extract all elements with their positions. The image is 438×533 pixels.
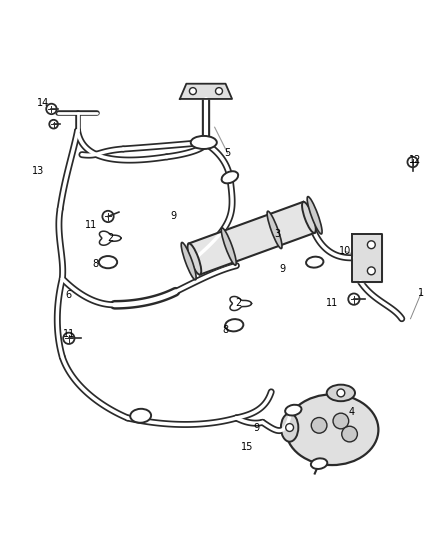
- Text: 4: 4: [349, 407, 355, 417]
- Circle shape: [348, 294, 360, 305]
- Text: 2: 2: [236, 298, 242, 309]
- Ellipse shape: [281, 414, 298, 442]
- Ellipse shape: [221, 228, 236, 265]
- Circle shape: [333, 413, 349, 429]
- Circle shape: [311, 417, 327, 433]
- Circle shape: [342, 426, 357, 442]
- Ellipse shape: [311, 458, 327, 469]
- Ellipse shape: [267, 211, 282, 248]
- Text: 2: 2: [107, 233, 113, 243]
- Ellipse shape: [307, 197, 322, 234]
- Text: 6: 6: [66, 290, 72, 300]
- Ellipse shape: [286, 394, 378, 465]
- Ellipse shape: [285, 405, 301, 416]
- Circle shape: [189, 87, 196, 94]
- Ellipse shape: [130, 409, 151, 423]
- Ellipse shape: [222, 171, 238, 183]
- Ellipse shape: [191, 136, 217, 149]
- Ellipse shape: [306, 257, 323, 268]
- Ellipse shape: [181, 243, 196, 280]
- Text: 3: 3: [275, 229, 281, 239]
- Circle shape: [215, 87, 223, 94]
- Polygon shape: [352, 234, 382, 282]
- Circle shape: [407, 157, 418, 167]
- Ellipse shape: [225, 319, 244, 332]
- Polygon shape: [189, 202, 314, 274]
- Text: 5: 5: [225, 148, 231, 158]
- Circle shape: [286, 424, 293, 431]
- Text: 15: 15: [241, 442, 254, 452]
- Text: 11: 11: [326, 298, 338, 309]
- Text: 11: 11: [85, 220, 97, 230]
- Text: 11: 11: [63, 329, 75, 339]
- Text: 14: 14: [37, 98, 49, 108]
- Circle shape: [63, 333, 74, 344]
- Circle shape: [367, 267, 375, 275]
- Text: 10: 10: [339, 246, 351, 256]
- Ellipse shape: [99, 256, 117, 268]
- Polygon shape: [180, 84, 232, 99]
- Text: 9: 9: [253, 423, 259, 433]
- Text: 13: 13: [32, 166, 45, 176]
- Ellipse shape: [327, 385, 355, 401]
- Text: 9: 9: [170, 212, 177, 221]
- Ellipse shape: [187, 244, 201, 274]
- Circle shape: [102, 211, 114, 222]
- Ellipse shape: [302, 202, 316, 233]
- Text: 8: 8: [92, 260, 98, 269]
- Text: 1: 1: [418, 288, 424, 297]
- Text: 8: 8: [223, 325, 229, 335]
- Text: 12: 12: [409, 155, 421, 165]
- Circle shape: [367, 241, 375, 249]
- Circle shape: [337, 389, 345, 397]
- Circle shape: [49, 120, 58, 128]
- Text: 9: 9: [279, 264, 285, 273]
- Circle shape: [46, 104, 57, 114]
